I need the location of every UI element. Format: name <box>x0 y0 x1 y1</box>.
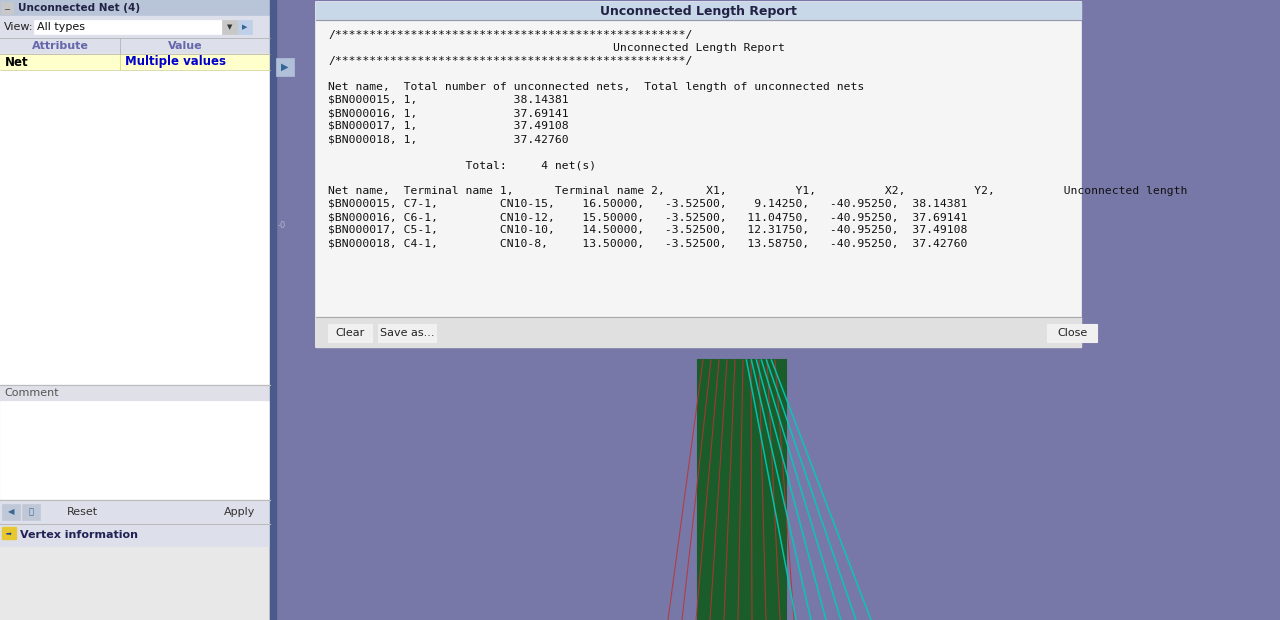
Text: Unconnected Length Report: Unconnected Length Report <box>600 4 797 17</box>
Text: $BN000018, C4-1,         CN10-8,     13.50000,   -3.52500,   13.58750,   -40.952: $BN000018, C4-1, CN10-8, 13.50000, -3.52… <box>328 238 968 248</box>
Bar <box>0 70 270 385</box>
Bar <box>1047 324 1097 342</box>
Text: Total:     4 net(s): Total: 4 net(s) <box>328 160 596 170</box>
Bar <box>270 0 1280 620</box>
Text: Net name,  Terminal name 1,      Terminal name 2,      X1,          Y1,         : Net name, Terminal name 1, Terminal name… <box>328 186 1188 196</box>
Text: All types: All types <box>37 22 84 32</box>
Bar <box>60 504 104 520</box>
Text: Close: Close <box>1057 328 1087 338</box>
Text: Reset: Reset <box>67 507 97 517</box>
Text: $BN000016, C6-1,         CN10-12,    15.50000,   -3.52500,   11.04750,   -40.952: $BN000016, C6-1, CN10-12, 15.50000, -3.5… <box>328 212 968 222</box>
Bar <box>238 20 252 34</box>
Text: Unconnected Length Report: Unconnected Length Report <box>613 43 785 53</box>
Bar <box>0 524 270 546</box>
Bar <box>378 324 436 342</box>
Text: $BN000016, 1,              37.69141: $BN000016, 1, 37.69141 <box>328 108 568 118</box>
Text: Unconnected Net (4): Unconnected Net (4) <box>18 3 140 13</box>
Text: Apply: Apply <box>224 507 256 517</box>
Bar <box>328 324 372 342</box>
Text: -0: -0 <box>278 221 287 229</box>
Bar <box>0 38 270 54</box>
Bar <box>698 360 786 620</box>
Text: $BN000015, C7-1,         CN10-15,    16.50000,   -3.52500,    9.14250,   -40.952: $BN000015, C7-1, CN10-15, 16.50000, -3.5… <box>328 199 968 209</box>
Text: ➡: ➡ <box>6 531 12 537</box>
Bar <box>218 504 262 520</box>
Text: Clear: Clear <box>335 328 365 338</box>
Bar <box>270 0 276 620</box>
Text: Multiple values: Multiple values <box>125 56 227 68</box>
Bar <box>3 527 15 539</box>
Bar <box>0 54 270 70</box>
Text: /***************************************************/: /***************************************… <box>328 56 692 66</box>
Bar <box>316 2 1082 347</box>
Text: Attribute: Attribute <box>32 41 88 51</box>
Text: Net name,  Total number of unconnected nets,  Total length of unconnected nets: Net name, Total number of unconnected ne… <box>328 82 864 92</box>
Text: /***************************************************/: /***************************************… <box>328 30 692 40</box>
Text: ◀: ◀ <box>8 508 14 516</box>
Bar <box>0 401 270 501</box>
Bar <box>316 317 1082 347</box>
Bar <box>1 2 13 14</box>
Text: $BN000017, 1,              37.49108: $BN000017, 1, 37.49108 <box>328 121 568 131</box>
Bar <box>0 500 270 524</box>
Bar <box>276 58 294 76</box>
Text: View:: View: <box>4 22 33 32</box>
Bar <box>0 16 270 38</box>
Text: Save as...: Save as... <box>380 328 434 338</box>
Bar <box>35 20 221 34</box>
Text: ─: ─ <box>5 4 9 14</box>
Text: $BN000015, 1,              38.14381: $BN000015, 1, 38.14381 <box>328 95 568 105</box>
Text: Comment: Comment <box>4 388 59 398</box>
Bar <box>0 0 270 16</box>
Bar <box>3 504 20 520</box>
Bar <box>316 2 1082 20</box>
Bar <box>221 20 238 34</box>
Text: Vertex information: Vertex information <box>20 530 138 540</box>
Ellipse shape <box>698 611 786 620</box>
Text: ▶: ▶ <box>282 62 289 72</box>
Text: ▶: ▶ <box>242 24 248 30</box>
Text: $BN000018, 1,              37.42760: $BN000018, 1, 37.42760 <box>328 134 568 144</box>
Text: 📁: 📁 <box>28 508 33 516</box>
Bar <box>0 0 270 620</box>
Text: $BN000017, C5-1,         CN10-10,    14.50000,   -3.52500,   12.31750,   -40.952: $BN000017, C5-1, CN10-10, 14.50000, -3.5… <box>328 225 968 235</box>
Text: Net: Net <box>5 56 28 68</box>
Text: ▼: ▼ <box>228 24 233 30</box>
Bar <box>22 504 40 520</box>
Bar <box>0 385 270 401</box>
Text: Value: Value <box>168 41 202 51</box>
